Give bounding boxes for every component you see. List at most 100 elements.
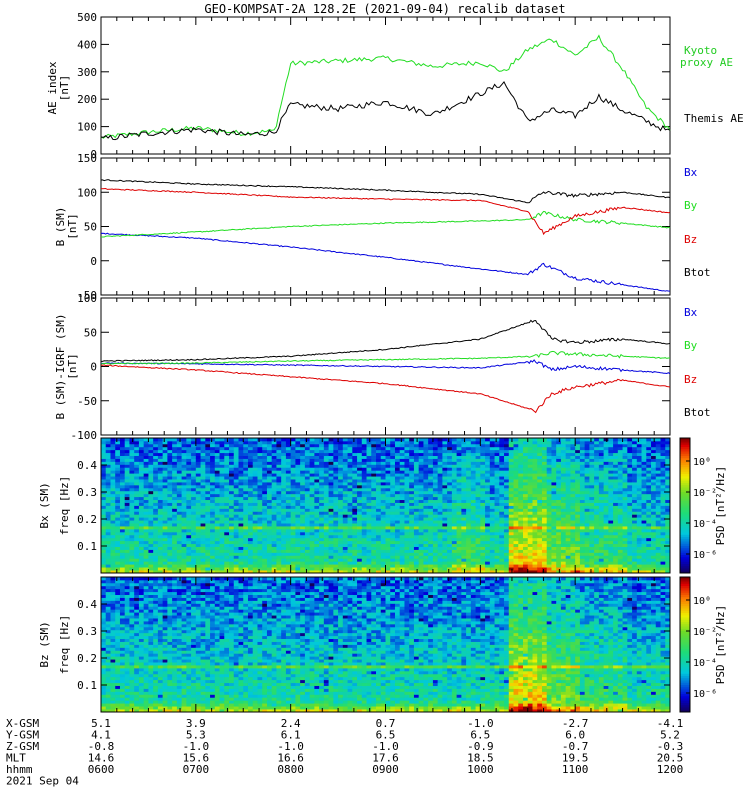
- spectrogram-cell: [532, 531, 538, 536]
- spectrogram-cell: [485, 473, 491, 477]
- spectrogram-cell: [575, 540, 581, 545]
- spectrogram-cell: [290, 543, 296, 547]
- spectrogram-cell: [148, 531, 154, 536]
- spectrogram-cell: [129, 514, 135, 518]
- spectrogram-cell: [309, 564, 315, 568]
- spectrogram-cell: [523, 458, 529, 462]
- spectrogram-cell: [243, 446, 249, 451]
- spectrogram-cell: [271, 502, 277, 506]
- spectrogram-cell: [247, 502, 254, 506]
- spectrogram-cell: [224, 520, 230, 524]
- spectrogram-cell: [205, 470, 211, 474]
- spectrogram-cell: [314, 511, 320, 515]
- spectrogram-cell: [224, 543, 230, 547]
- spectrogram-cell: [115, 487, 121, 492]
- spectrogram-cell: [532, 543, 538, 547]
- spectrogram-cell: [233, 464, 239, 468]
- spectrogram-cell: [527, 552, 533, 556]
- spectrogram-cell: [243, 499, 249, 503]
- spectrogram-cell: [518, 458, 524, 462]
- spectrogram-cell: [380, 446, 386, 451]
- spectrogram-cell: [461, 570, 467, 574]
- spectrogram-cell: [432, 476, 439, 480]
- spectrogram-cell: [390, 540, 396, 545]
- spectrogram-cell: [371, 552, 377, 556]
- spectrogram-cell: [172, 546, 178, 550]
- spectrogram-cell: [186, 505, 192, 509]
- spectrogram-cell: [338, 537, 344, 542]
- spectrogram-cell: [494, 482, 500, 486]
- spectrogram-cell: [276, 502, 282, 506]
- spectrogram-cell: [115, 531, 121, 536]
- spectrogram-cell: [447, 479, 453, 483]
- spectrogram-cell: [466, 511, 472, 515]
- spectrogram-cell: [456, 561, 462, 565]
- spectrogram-cell: [285, 496, 292, 501]
- spectrogram-cell: [124, 520, 130, 524]
- spectrogram-cell: [556, 473, 562, 477]
- spectrogram-cell: [470, 531, 476, 536]
- spectrogram-cell: [200, 528, 206, 533]
- spectrogram-cell: [532, 493, 538, 498]
- spectrogram-cell: [105, 443, 111, 448]
- spectrogram-cell: [247, 561, 254, 565]
- spectrogram-cell: [556, 528, 562, 533]
- spectrogram-cell: [560, 487, 567, 492]
- spectrogram-cell: [423, 520, 429, 524]
- spectrogram-cell: [352, 546, 358, 550]
- spectrogram-cell: [366, 449, 372, 454]
- spectrogram-cell: [281, 520, 287, 524]
- spectrogram-cell: [456, 526, 462, 530]
- spectrogram-cell: [575, 438, 581, 442]
- spectrogram-cell: [157, 546, 164, 550]
- spectrogram-cell: [214, 564, 220, 568]
- spectrogram-cell: [489, 455, 495, 459]
- spectrogram-cell: [385, 470, 391, 474]
- spectrogram-cell: [504, 520, 510, 524]
- spectrogram-cell: [518, 517, 524, 521]
- spectrogram-cell: [214, 526, 220, 530]
- spectrogram-cell: [485, 499, 491, 503]
- spectrogram-cell: [366, 558, 372, 562]
- spectrogram-cell: [162, 467, 168, 471]
- spectrogram-cell: [404, 476, 410, 480]
- spectrogram-cell: [475, 508, 481, 512]
- spectrogram-cell: [205, 555, 211, 559]
- spectrogram-cell: [513, 528, 519, 533]
- spectrogram-cell: [167, 484, 173, 489]
- spectrogram-cell: [257, 523, 263, 527]
- spectrogram-cell: [442, 514, 448, 518]
- spectrogram-cell: [432, 470, 439, 474]
- spectrogram-cell: [205, 540, 211, 545]
- spectrogram-cell: [556, 461, 562, 465]
- spectrogram-cell: [376, 511, 382, 515]
- spectrogram-cell: [423, 508, 429, 512]
- spectrogram-cell: [518, 461, 524, 465]
- spectrogram-cell: [357, 540, 363, 545]
- spectrogram-cell: [470, 476, 476, 480]
- spectrogram-cell: [319, 505, 325, 509]
- spectrogram-cell: [546, 508, 552, 512]
- spectrogram-cell: [456, 467, 462, 471]
- spectrogram-cell: [176, 502, 183, 506]
- spectrogram-cell: [461, 546, 467, 550]
- spectrogram-cell: [527, 440, 533, 445]
- spectrogram-cell: [385, 499, 391, 503]
- spectrogram-cell: [205, 570, 211, 574]
- spectrogram-cell: [101, 452, 107, 456]
- spectrogram-cell: [352, 567, 358, 571]
- spectrogram-cell: [404, 567, 410, 571]
- spectrogram-cell: [101, 534, 107, 539]
- spectrogram-cell: [247, 476, 254, 480]
- spectrogram-cell: [119, 526, 126, 530]
- spectrogram-cell: [276, 470, 282, 474]
- spectrogram-cell: [138, 505, 145, 509]
- spectrogram-cell: [447, 543, 453, 547]
- spectrogram-cell: [162, 449, 168, 454]
- spectrogram-cell: [119, 490, 126, 495]
- spectrogram-cell: [366, 458, 372, 462]
- spectrogram-cell: [404, 564, 410, 568]
- spectrogram-cell: [191, 508, 197, 512]
- spectrogram-cell: [413, 543, 420, 547]
- spectrogram-cell: [134, 552, 140, 556]
